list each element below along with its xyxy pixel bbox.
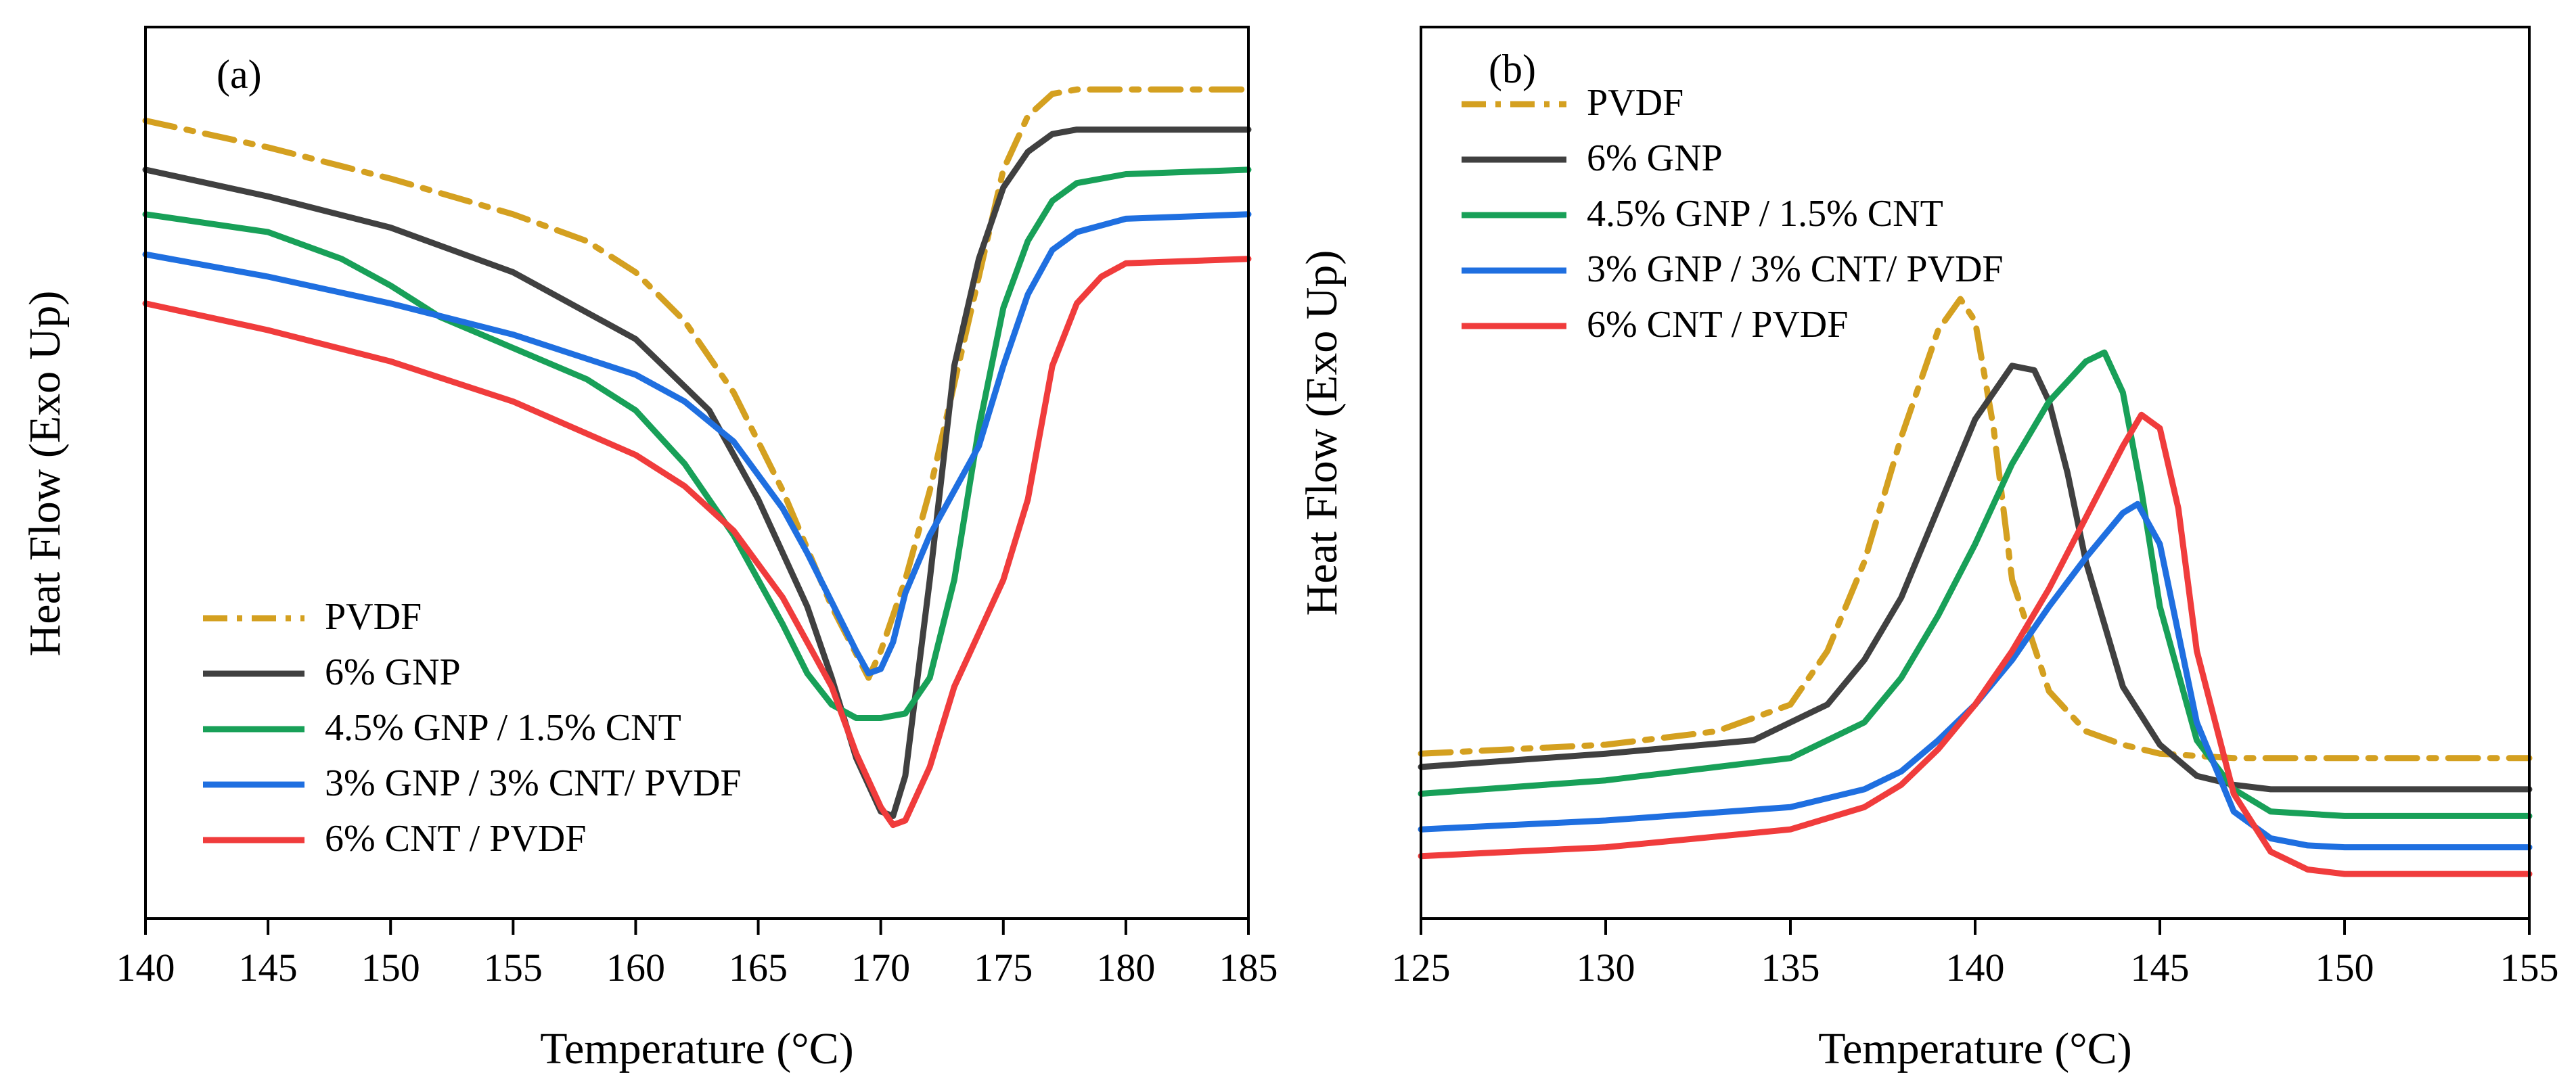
panel-b-x-tick-label: 145 (2131, 946, 2190, 990)
panel-a-series-5 (142, 256, 1252, 829)
panel-a-plot-frame (144, 26, 1250, 920)
panel-a-ticks (144, 919, 1250, 935)
panel-a-x-tick-label: 145 (239, 946, 298, 990)
panel-a-x-tick-label: 140 (116, 946, 175, 990)
panel-b-y-axis-title: Heat Flow (Exo Up) (1297, 250, 1347, 616)
panel-b-x-tick-label: 125 (1392, 946, 1451, 990)
panel-b-legend: PVDF 6% GNP 4.5% GNP / 1.5% CNT 3% GNP / 3%… (1462, 82, 2004, 346)
panel-a: 140 145 150 155 160 165 170 175 180 185 (a) Tempe… (20, 26, 1278, 1073)
panel-b-x-tick-label: 155 (2500, 946, 2559, 990)
panel-a-series-3 (142, 166, 1252, 721)
panel-b-series-2 (1418, 363, 2533, 793)
panel-b-series-4 (1418, 501, 2533, 851)
panel-a-series-layer (142, 86, 1252, 829)
panel-a-legend-label: 6% GNP (325, 651, 461, 693)
panel-b-series-1 (1418, 296, 2533, 762)
panel-a-x-tick-label: 185 (1219, 946, 1278, 990)
panel-b-legend-label: 4.5% GNP / 1.5% CNT (1587, 193, 1943, 235)
panel-b-legend-label: 6% CNT / PVDF (1587, 304, 1848, 346)
panel-a-legend-label: 6% CNT / PVDF (325, 818, 586, 860)
panel-b-legend-label: 6% GNP (1587, 137, 1723, 179)
panel-a-x-tick-label: 175 (974, 946, 1033, 990)
panel-a-x-tick-label: 150 (361, 946, 420, 990)
panel-b-x-tick-label: 150 (2315, 946, 2374, 990)
panel-a-series-1 (142, 86, 1252, 681)
panel-b-x-tick-label: 140 (1946, 946, 2005, 990)
panel-a-x-tick-label: 160 (606, 946, 665, 990)
panel-b: 125 130 135 140 145 150 155 (b) Temperature (°… (1297, 26, 2559, 1073)
panel-b-legend-label: PVDF (1587, 82, 1684, 124)
panel-a-series-4 (142, 211, 1252, 676)
panel-a-x-tick-label: 155 (484, 946, 543, 990)
panel-a-tick-labels: 140 145 150 155 160 165 170 175 180 185 (116, 946, 1278, 990)
panel-a-x-tick-label: 180 (1096, 946, 1155, 990)
panel-b-series-5 (1418, 411, 2533, 877)
panel-b-x-axis-title: Temperature (°C) (1818, 1024, 2131, 1073)
panel-b-legend-label: 3% GNP / 3% CNT/ PVDF (1587, 248, 2004, 290)
panel-a-x-tick-label: 165 (729, 946, 788, 990)
panel-b-x-tick-label: 130 (1577, 946, 1635, 990)
panel-a-label: (a) (217, 52, 262, 97)
panel-a-x-axis-title: Temperature (°C) (540, 1024, 853, 1073)
panel-a-legend: PVDF 6% GNP 4.5% GNP / 1.5% CNT 3% GNP / 3%… (203, 596, 742, 860)
panel-b-x-tick-label: 135 (1761, 946, 1820, 990)
panel-a-y-axis-title: Heat Flow (Exo Up) (20, 291, 70, 657)
panel-b-label: (b) (1489, 47, 1536, 91)
panel-a-legend-label: PVDF (325, 596, 422, 638)
panel-a-x-tick-label: 170 (851, 946, 910, 990)
panel-a-legend-label: 3% GNP / 3% CNT/ PVDF (325, 762, 742, 804)
panel-b-series-layer (1418, 296, 2533, 877)
panel-a-legend-label: 4.5% GNP / 1.5% CNT (325, 707, 681, 749)
panel-b-tick-labels: 125 130 135 140 145 150 155 (1392, 946, 2559, 990)
panel-b-ticks (1420, 919, 2531, 935)
